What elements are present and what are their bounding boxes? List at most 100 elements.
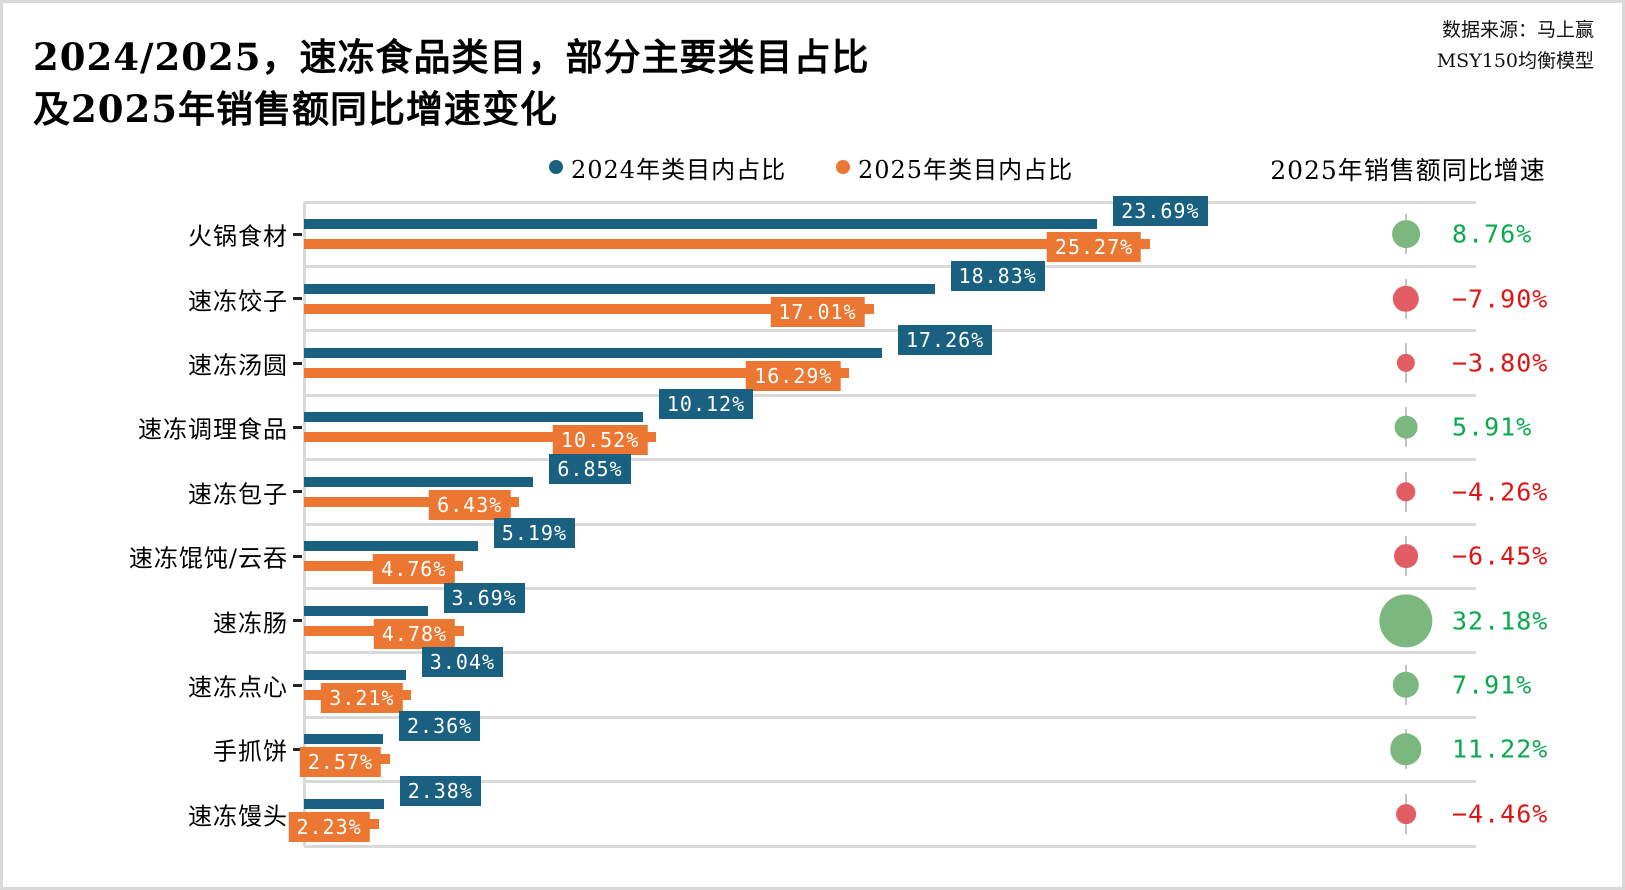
category-label: 速冻调理食品 — [138, 415, 288, 444]
value-label-2024: 2.36% — [399, 711, 481, 742]
bar-2025 — [304, 432, 657, 443]
category-label: 速冻肠 — [213, 609, 288, 638]
value-label-2024: 10.12% — [658, 389, 754, 420]
growth-column-header: 2025年销售额同比增速 — [1270, 156, 1546, 185]
value-label-2025: 25.27% — [1046, 232, 1142, 263]
bar-chart-plot: 火锅食材 23.69% 25.27% 8.76% 速冻饺子 18.83% 17.01% −7.… — [3, 3, 1622, 887]
growth-value-label: −6.45% — [1452, 541, 1549, 571]
legend-label-2025: 2025年类目内占比 — [858, 155, 1074, 184]
value-label-2025: 2.57% — [299, 747, 382, 778]
legend-item-2024: 2024年类目内占比 — [549, 151, 787, 184]
row-separator-gridline — [304, 522, 1476, 526]
category-tick — [293, 361, 302, 365]
growth-value-label: 32.18% — [1452, 606, 1549, 636]
category-label: 速冻汤圆 — [188, 351, 288, 380]
row-separator-gridline — [304, 329, 1476, 333]
growth-dot — [1396, 803, 1416, 824]
bar-2025 — [304, 368, 850, 378]
growth-dot — [1394, 544, 1418, 569]
row-separator-gridline — [304, 264, 1476, 268]
value-label-2025: 4.76% — [373, 554, 455, 585]
y-axis-line — [302, 202, 306, 846]
row-separator-gridline — [304, 844, 1476, 848]
legend-dot-2025-icon — [836, 160, 850, 174]
category-label: 手抓饼 — [213, 737, 288, 766]
bar-2024 — [304, 670, 406, 680]
value-label-2024: 3.69% — [443, 582, 525, 613]
growth-dot — [1379, 593, 1433, 648]
growth-value-label: 11.22% — [1452, 734, 1549, 764]
growth-dot — [1396, 353, 1416, 373]
growth-value-label: 5.91% — [1452, 412, 1533, 442]
value-label-2024: 18.83% — [950, 260, 1045, 291]
category-tick — [293, 554, 302, 558]
bar-2024 — [304, 541, 478, 552]
growth-dot — [1390, 733, 1422, 766]
bar-2024 — [304, 219, 1098, 230]
category-label: 火锅食材 — [188, 222, 288, 251]
value-label-2024: 2.38% — [399, 775, 481, 806]
bar-2024 — [304, 476, 534, 487]
row-separator-gridline — [304, 586, 1476, 590]
data-source-line1: 数据来源：马上赢 — [1441, 19, 1594, 41]
category-label: 速冻包子 — [188, 480, 288, 509]
growth-value-label: 8.76% — [1452, 219, 1533, 249]
bar-2025 — [304, 239, 1151, 250]
growth-value-label: −4.26% — [1452, 477, 1549, 507]
category-tick — [293, 425, 302, 429]
legend: 2024年类目内占比 2025年类目内占比 — [3, 151, 1622, 184]
value-label-2024: 17.26% — [897, 325, 993, 355]
category-tick — [293, 683, 302, 687]
category-label: 速冻馄饨/云吞 — [128, 544, 288, 573]
chart-title: 2024/2025，速冻食品类目，部分主要类目占比 及2025年销售额同比增速变… — [33, 31, 869, 135]
bar-2024 — [304, 283, 935, 294]
bar-2024 — [304, 734, 384, 745]
chart-title-line1: 2024/2025，速冻食品类目，部分主要类目占比 — [33, 35, 870, 79]
value-label-2024: 6.85% — [549, 453, 631, 484]
growth-dot — [1392, 671, 1420, 699]
category-tick — [293, 297, 302, 301]
value-label-2024: 23.69% — [1113, 196, 1208, 227]
category-tick — [293, 619, 302, 623]
value-label-2025: 10.52% — [553, 425, 648, 456]
growth-dot — [1396, 482, 1416, 502]
legend-label-2024: 2024年类目内占比 — [571, 155, 787, 184]
data-source: 数据来源：马上赢 MSY150均衡模型 — [1437, 15, 1594, 77]
category-tick — [293, 747, 302, 751]
bar-2025 — [304, 496, 520, 507]
row-separator-gridline — [304, 715, 1476, 719]
category-label: 速冻馒头 — [188, 802, 288, 831]
bar-2024 — [304, 605, 428, 616]
row-separator-gridline — [304, 200, 1476, 204]
value-label-2025: 4.78% — [373, 618, 456, 649]
value-label-2025: 16.29% — [746, 361, 841, 391]
row-separator-gridline — [304, 780, 1476, 784]
legend-item-2025: 2025年类目内占比 — [836, 151, 1074, 184]
growth-dot — [1392, 220, 1420, 249]
legend-dot-2024-icon — [549, 160, 563, 174]
category-tick — [293, 232, 302, 236]
growth-value-label: −4.46% — [1452, 799, 1549, 829]
category-label: 速冻饺子 — [188, 287, 288, 316]
row-separator-gridline — [304, 393, 1476, 397]
growth-value-label: 7.91% — [1452, 670, 1533, 700]
growth-dot — [1392, 285, 1420, 312]
growth-dot — [1394, 415, 1418, 439]
value-label-2024: 3.04% — [421, 647, 503, 677]
value-label-2025: 3.21% — [321, 683, 403, 713]
value-label-2025: 6.43% — [429, 489, 511, 520]
value-label-2025: 17.01% — [770, 296, 865, 327]
row-separator-gridline — [304, 458, 1476, 462]
row-separator-gridline — [304, 651, 1476, 655]
bar-2025 — [304, 303, 874, 314]
bar-2024 — [304, 348, 882, 358]
value-label-2025: 2.23% — [288, 811, 370, 842]
category-tick — [293, 490, 302, 494]
bar-2024 — [304, 798, 384, 809]
growth-value-label: −3.80% — [1452, 348, 1549, 378]
chart-title-line2: 及2025年销售额同比增速变化 — [33, 87, 558, 131]
value-label-2024: 5.19% — [493, 518, 575, 549]
data-source-line2: MSY150均衡模型 — [1436, 50, 1594, 72]
bar-2024 — [304, 412, 643, 423]
